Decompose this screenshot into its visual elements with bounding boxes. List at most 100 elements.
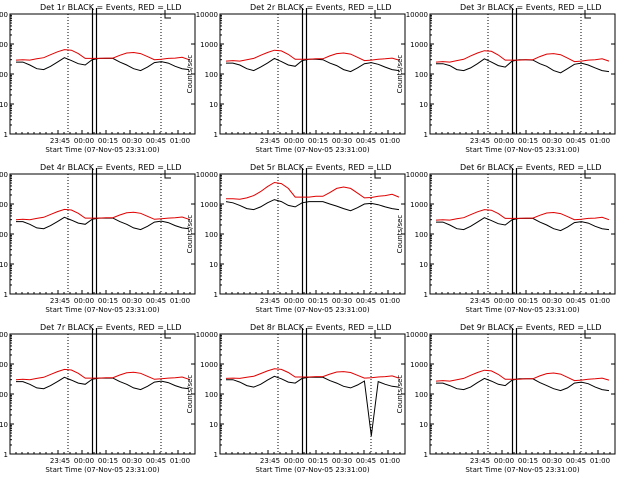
x-tick-label: 00:15 bbox=[308, 297, 328, 305]
y-axis-label: Counts/sec bbox=[396, 375, 404, 414]
y-tick-label: 100 bbox=[205, 231, 218, 239]
y-tick-label: 10 bbox=[209, 261, 218, 269]
y-tick-label: 10 bbox=[0, 261, 8, 269]
y-axis-label: Counts/sec bbox=[396, 215, 404, 254]
y-tick-label: 1000 bbox=[200, 41, 218, 49]
y-tick-label: 10 bbox=[0, 101, 8, 109]
x-tick-label: 00:30 bbox=[122, 137, 142, 145]
detector-panel-3: Det 3r BLACK = Events, RED = LLD Counts/s… bbox=[396, 3, 616, 154]
x-tick-label: 23:45 bbox=[470, 137, 490, 145]
y-tick-label: 1 bbox=[424, 131, 428, 139]
x-tick-label: 00:00 bbox=[74, 457, 94, 465]
x-tick-label: 00:15 bbox=[98, 297, 118, 305]
y-tick-label: 1 bbox=[214, 131, 218, 139]
y-tick-label: 1000 bbox=[410, 201, 428, 209]
x-axis-label: Start Time (07-Nov-05 23:31:00) bbox=[45, 146, 159, 154]
y-axis-label: Counts/sec bbox=[186, 55, 194, 94]
x-tick-label: 00:15 bbox=[518, 297, 538, 305]
y-tick-label: 10 bbox=[419, 101, 428, 109]
detector-panel-9: Det 9r BLACK = Events, RED = LLD Counts/s… bbox=[396, 323, 616, 474]
x-tick-label: 01:00 bbox=[380, 137, 400, 145]
bracket-marker bbox=[584, 10, 591, 19]
y-tick-label: 1000 bbox=[0, 361, 8, 369]
y-tick-label: 100 bbox=[205, 71, 218, 79]
x-axis-label: Start Time (07-Nov-05 23:31:00) bbox=[465, 466, 579, 474]
plot-frame bbox=[219, 13, 406, 135]
x-tick-label: 00:00 bbox=[284, 457, 304, 465]
y-tick-label: 100 bbox=[415, 71, 428, 79]
x-tick-label: 00:30 bbox=[542, 457, 562, 465]
detector-panel-7: Det 7r BLACK = Events, RED = LLD Counts/s… bbox=[0, 323, 196, 474]
x-tick-label: 00:00 bbox=[74, 137, 94, 145]
x-tick-label: 23:45 bbox=[50, 457, 70, 465]
x-axis-label: Start Time (07-Nov-05 23:31:00) bbox=[255, 466, 369, 474]
x-tick-label: 00:15 bbox=[518, 457, 538, 465]
x-tick-label: 00:30 bbox=[332, 457, 352, 465]
detector-panel-2: Det 2r BLACK = Events, RED = LLD Counts/s… bbox=[186, 3, 406, 154]
x-tick-label: 01:00 bbox=[590, 457, 610, 465]
x-tick-label: 23:45 bbox=[470, 297, 490, 305]
x-tick-label: 23:45 bbox=[260, 457, 280, 465]
y-tick-label: 1 bbox=[4, 451, 8, 459]
x-tick-label: 00:45 bbox=[356, 137, 376, 145]
y-tick-label: 100 bbox=[205, 391, 218, 399]
y-axis-label: Counts/sec bbox=[186, 215, 194, 254]
lld-series-line bbox=[435, 369, 610, 382]
events-series-line bbox=[225, 199, 400, 212]
y-tick-label: 1 bbox=[424, 291, 428, 299]
y-tick-label: 10000 bbox=[196, 171, 218, 179]
detector-panel-6: Det 6r BLACK = Events, RED = LLD Counts/s… bbox=[396, 163, 616, 314]
plot-frame bbox=[219, 333, 406, 455]
bracket-marker bbox=[164, 10, 171, 19]
y-tick-label: 10000 bbox=[0, 171, 8, 179]
x-tick-label: 01:00 bbox=[170, 457, 190, 465]
plot-frame bbox=[9, 173, 196, 295]
plot-frame bbox=[429, 173, 616, 295]
y-tick-label: 10000 bbox=[196, 331, 218, 339]
x-tick-label: 23:45 bbox=[50, 137, 70, 145]
x-tick-label: 00:45 bbox=[356, 457, 376, 465]
y-tick-label: 10000 bbox=[0, 331, 8, 339]
x-tick-label: 23:45 bbox=[50, 297, 70, 305]
lld-series-line bbox=[226, 181, 400, 200]
y-tick-label: 10000 bbox=[406, 171, 428, 179]
lld-series-line bbox=[225, 368, 400, 379]
bracket-marker bbox=[164, 170, 171, 179]
x-tick-label: 00:45 bbox=[566, 457, 586, 465]
y-tick-label: 1000 bbox=[200, 361, 218, 369]
x-tick-label: 00:45 bbox=[356, 297, 376, 305]
x-tick-label: 00:30 bbox=[542, 137, 562, 145]
y-tick-label: 10 bbox=[419, 261, 428, 269]
x-tick-label: 00:30 bbox=[122, 457, 142, 465]
plot-frame bbox=[9, 13, 196, 135]
panel-title: Det 6r BLACK = Events, RED = LLD bbox=[460, 163, 602, 172]
x-tick-label: 01:00 bbox=[170, 297, 190, 305]
x-tick-label: 00:15 bbox=[518, 137, 538, 145]
x-axis-label: Start Time (07-Nov-05 23:31:00) bbox=[465, 146, 579, 154]
x-tick-label: 00:00 bbox=[494, 457, 514, 465]
events-series-line bbox=[436, 217, 610, 232]
panel-title: Det 1r BLACK = Events, RED = LLD bbox=[40, 3, 182, 12]
y-tick-label: 1000 bbox=[200, 201, 218, 209]
bracket-marker bbox=[584, 330, 591, 339]
y-tick-label: 10 bbox=[0, 421, 8, 429]
plot-frame bbox=[429, 13, 616, 135]
y-axis-label: Counts/sec bbox=[186, 375, 194, 414]
x-tick-label: 23:45 bbox=[260, 297, 280, 305]
plot-frame bbox=[9, 333, 196, 455]
bracket-marker bbox=[164, 330, 171, 339]
x-tick-label: 00:15 bbox=[98, 137, 118, 145]
x-tick-label: 01:00 bbox=[380, 297, 400, 305]
y-tick-label: 10000 bbox=[196, 11, 218, 19]
x-axis-label: Start Time (07-Nov-05 23:31:00) bbox=[465, 306, 579, 314]
lld-series-line bbox=[225, 49, 400, 62]
plot-frame bbox=[219, 173, 406, 295]
y-tick-label: 10000 bbox=[406, 11, 428, 19]
bracket-marker bbox=[374, 330, 381, 339]
y-tick-label: 10 bbox=[209, 421, 218, 429]
x-tick-label: 23:45 bbox=[260, 137, 280, 145]
y-tick-label: 10000 bbox=[0, 11, 8, 19]
y-tick-label: 1 bbox=[214, 451, 218, 459]
y-tick-label: 100 bbox=[0, 231, 8, 239]
